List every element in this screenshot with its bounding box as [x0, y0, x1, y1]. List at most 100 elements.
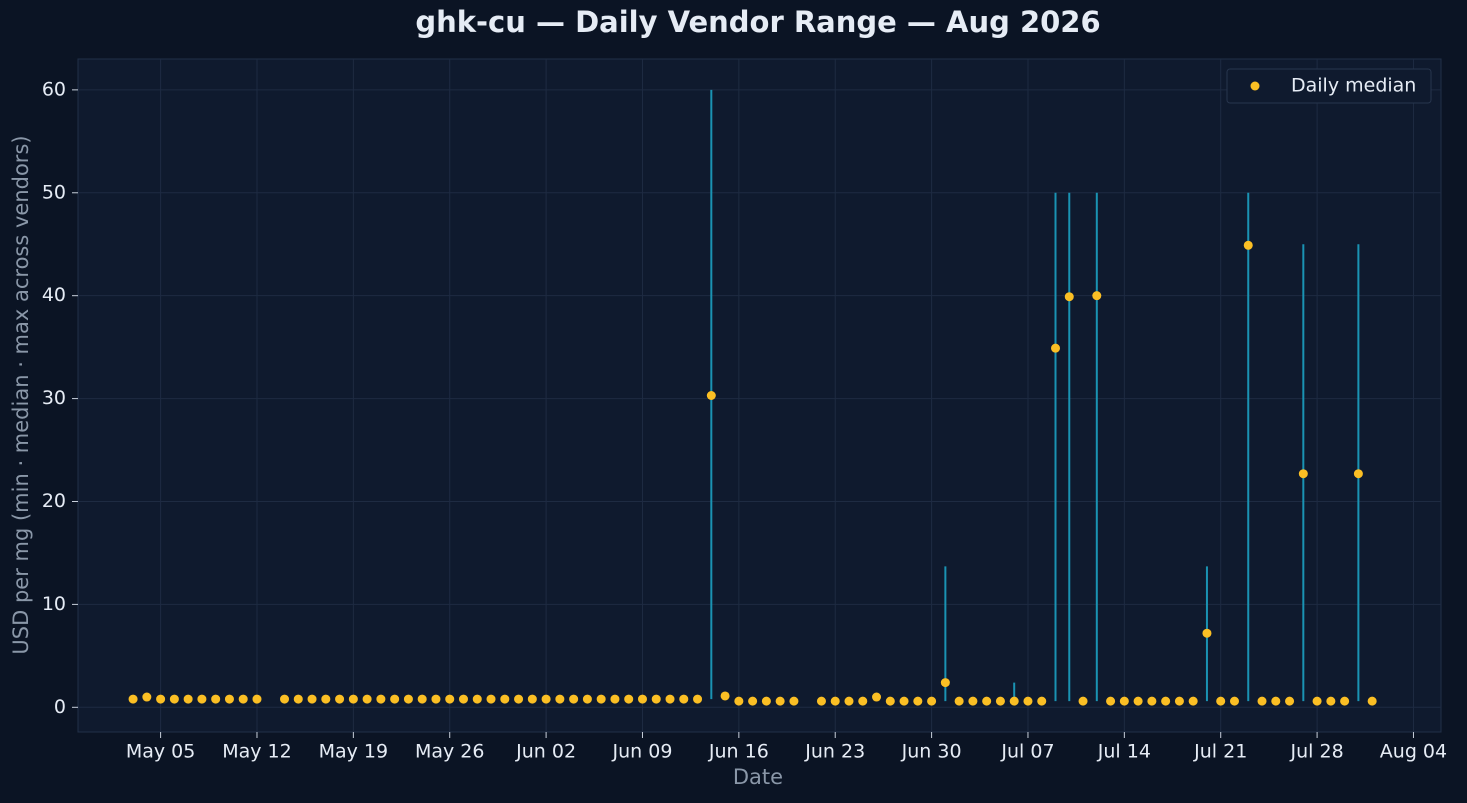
- median-point: [1051, 343, 1061, 353]
- median-point: [872, 692, 882, 702]
- median-point: [500, 694, 510, 704]
- median-point: [1353, 469, 1363, 479]
- y-tick-label: 30: [42, 387, 66, 409]
- median-point: [376, 694, 386, 704]
- x-tick-label: Jun 23: [804, 741, 865, 763]
- median-point: [1064, 292, 1074, 302]
- y-tick-label: 40: [42, 284, 66, 306]
- median-point: [541, 694, 551, 704]
- median-point: [844, 696, 854, 706]
- median-point: [927, 696, 937, 706]
- x-tick-label: Jun 30: [901, 741, 962, 763]
- x-tick-label: May 05: [126, 741, 196, 763]
- median-point: [335, 694, 345, 704]
- x-tick-label: Jul 28: [1290, 741, 1344, 763]
- median-point: [679, 694, 689, 704]
- median-point: [569, 694, 579, 704]
- x-tick-label: Aug 04: [1380, 741, 1447, 763]
- median-point: [1078, 696, 1088, 706]
- legend-label: Daily median: [1291, 75, 1416, 97]
- y-tick-label: 50: [42, 181, 66, 203]
- chart-title: ghk-cu — Daily Vendor Range — Aug 2026: [415, 5, 1100, 39]
- median-point: [1202, 628, 1212, 638]
- median-point: [472, 694, 482, 704]
- median-point: [651, 694, 661, 704]
- median-point: [293, 694, 303, 704]
- median-point: [224, 694, 234, 704]
- median-point: [596, 694, 606, 704]
- x-tick-label: Jun 09: [612, 741, 673, 763]
- median-point: [885, 696, 895, 706]
- median-point: [968, 696, 978, 706]
- median-point: [1229, 696, 1239, 706]
- median-point: [1340, 696, 1350, 706]
- median-point: [1271, 696, 1281, 706]
- median-point: [307, 694, 317, 704]
- x-tick-label: May 12: [222, 741, 292, 763]
- median-point: [913, 696, 923, 706]
- median-point: [734, 696, 744, 706]
- median-point: [486, 694, 496, 704]
- median-point: [1367, 696, 1377, 706]
- median-point: [183, 694, 193, 704]
- y-tick-label: 10: [42, 593, 66, 615]
- median-point: [527, 694, 537, 704]
- median-point: [211, 694, 221, 704]
- median-point: [1285, 696, 1295, 706]
- y-axis-label: USD per mg (min · median · max across ve…: [9, 135, 33, 654]
- median-point: [748, 696, 758, 706]
- median-point: [954, 696, 964, 706]
- median-point: [1312, 696, 1322, 706]
- median-point: [417, 694, 427, 704]
- x-tick-label: May 19: [319, 741, 389, 763]
- median-point: [348, 694, 358, 704]
- median-point: [775, 696, 785, 706]
- median-point: [582, 694, 592, 704]
- median-point: [197, 694, 207, 704]
- median-point: [252, 694, 262, 704]
- median-point: [390, 694, 400, 704]
- median-point: [1243, 240, 1253, 250]
- plot-area: [77, 58, 1442, 733]
- median-point: [982, 696, 992, 706]
- median-point: [1023, 696, 1033, 706]
- median-point: [761, 696, 771, 706]
- median-point: [1216, 696, 1226, 706]
- y-tick-label: 60: [42, 78, 66, 100]
- median-point: [445, 694, 455, 704]
- median-point: [830, 696, 840, 706]
- median-point: [1009, 696, 1019, 706]
- x-axis-label: Date: [733, 765, 783, 789]
- median-point: [1161, 696, 1171, 706]
- median-point: [816, 696, 826, 706]
- x-tick-label: Jul 21: [1193, 741, 1247, 763]
- legend-marker: [1250, 81, 1260, 91]
- median-point: [280, 694, 290, 704]
- median-point: [169, 694, 179, 704]
- median-point: [693, 694, 703, 704]
- y-tick-label: 0: [54, 696, 66, 718]
- median-point: [720, 691, 730, 701]
- median-point: [1037, 696, 1047, 706]
- median-point: [706, 391, 716, 400]
- median-point: [321, 694, 331, 704]
- median-point: [995, 696, 1005, 706]
- median-point: [431, 694, 441, 704]
- median-point: [128, 694, 138, 704]
- median-point: [555, 694, 565, 704]
- x-tick-label: Jul 14: [1097, 741, 1151, 763]
- median-point: [1257, 696, 1267, 706]
- median-point: [789, 696, 799, 706]
- median-point: [1106, 696, 1116, 706]
- median-point: [1298, 469, 1308, 479]
- x-tick-label: Jul 07: [1000, 741, 1054, 763]
- median-point: [940, 678, 950, 688]
- median-point: [637, 694, 647, 704]
- median-point: [238, 694, 248, 704]
- median-point: [610, 694, 620, 704]
- median-point: [1147, 696, 1157, 706]
- median-point: [665, 694, 675, 704]
- median-point: [142, 692, 152, 702]
